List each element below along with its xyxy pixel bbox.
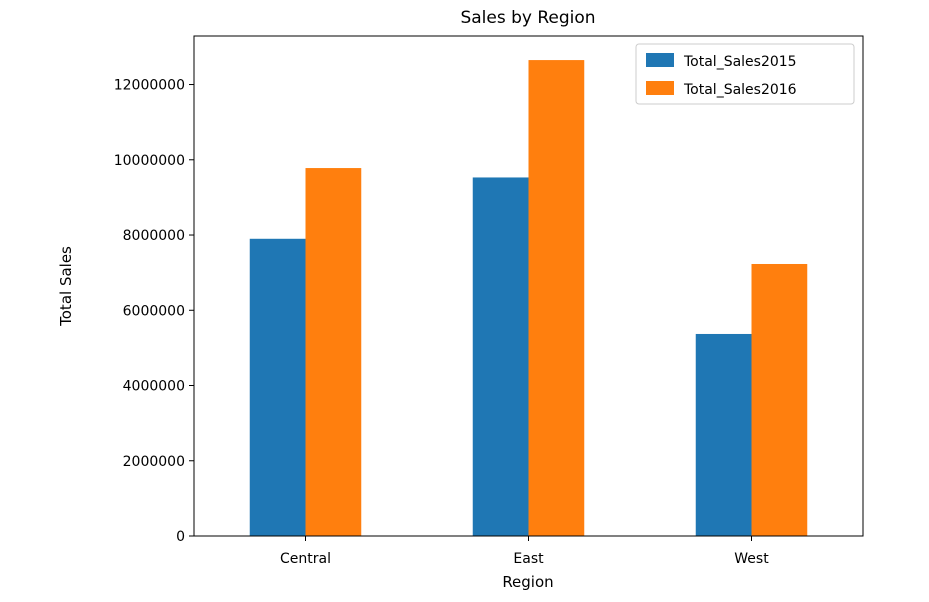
y-tick-label: 8000000: [123, 228, 185, 244]
chart-title: Sales by Region: [460, 8, 595, 28]
x-axis-label: Region: [502, 573, 553, 591]
legend: Total_Sales2015 Total_Sales2016: [635, 43, 855, 105]
legend-label-2: Total_Sales2016: [683, 82, 797, 98]
legend-swatch-2: [646, 81, 674, 95]
x-tick-label: East: [513, 551, 544, 567]
x-tick-label: West: [734, 551, 769, 567]
legend-frame: [635, 43, 855, 105]
y-tick-label: 2000000: [123, 454, 185, 470]
y-tick-label: 12000000: [114, 78, 185, 94]
y-tick-label: 10000000: [114, 153, 185, 169]
y-tick-label: 6000000: [123, 303, 185, 319]
legend-swatch-1: [646, 53, 674, 67]
bar-1-central: [249, 238, 306, 536]
y-tick-label: 4000000: [123, 379, 185, 395]
bar-1-east: [472, 177, 529, 536]
y-tick-label: 0: [176, 529, 185, 545]
bar-1-west: [695, 333, 752, 536]
bar-2-west: [751, 263, 808, 536]
bar-2-central: [305, 168, 362, 536]
legend-label-1: Total_Sales2015: [683, 54, 797, 70]
x-tick-label: Central: [280, 551, 331, 567]
y-axis-label: Total Sales: [57, 246, 75, 327]
plot-area: 0 2000000 4000000 6000000 8000000 10000000 120…: [114, 35, 864, 567]
bar-2-east: [528, 60, 585, 537]
